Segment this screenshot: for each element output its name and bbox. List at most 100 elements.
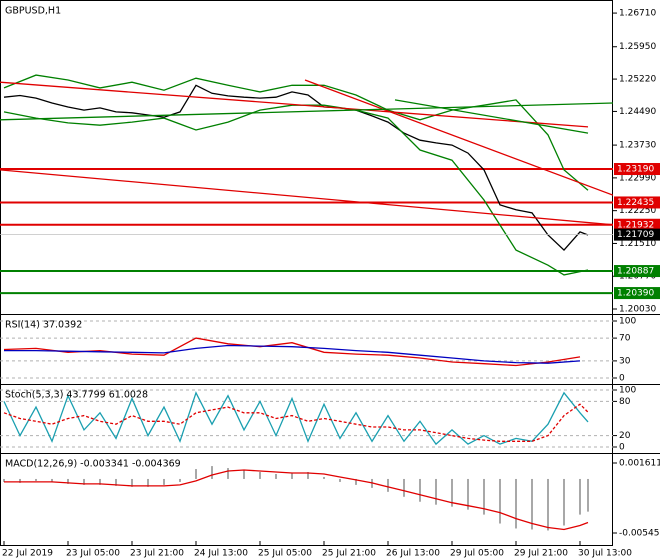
x-tick-label: 25 Jul 05:00 [258, 549, 312, 559]
level-box [614, 287, 660, 300]
y-tick-label: 1.24490 [619, 107, 656, 117]
series-line [3, 403, 589, 442]
histogram-bar [435, 478, 437, 505]
x-tick-label: 25 Jul 21:00 [322, 549, 376, 559]
x-tick-label: 26 Jul 13:00 [386, 549, 440, 559]
histogram-bar [355, 478, 357, 485]
histogram-bar [275, 474, 277, 479]
x-tick-label: 29 Jul 05:00 [450, 549, 504, 559]
plot-area [3, 466, 589, 531]
level-label: 1.20390 [617, 289, 654, 299]
histogram-bar [499, 478, 501, 524]
panel-title: Stoch(5,3,3) 43.7799 61.0028 [5, 390, 148, 401]
histogram-bar [307, 472, 309, 479]
y-tick-label: 1.23730 [619, 141, 656, 151]
current-price-label: 1.21709 [617, 230, 654, 240]
series-line [3, 104, 589, 276]
histogram-bar [339, 478, 341, 482]
histogram-bar [19, 478, 21, 483]
series-line [4, 344, 581, 364]
histogram-bar [3, 478, 5, 482]
x-tick-label: 30 Jul 13:00 [578, 549, 632, 559]
x-tick-label: 22 Jul 2019 [2, 549, 53, 559]
y-tick-label: 1.22990 [619, 173, 656, 183]
histogram-bar [291, 473, 293, 479]
histogram-bar [163, 478, 165, 485]
series-line [0, 169, 613, 226]
y-tick-label: 20 [619, 431, 631, 441]
plot-area [0, 389, 613, 448]
histogram-bar [419, 478, 421, 502]
y-tick-label: -0.005457 [619, 528, 660, 538]
level-label: 1.22435 [617, 198, 654, 208]
frame [0, 0, 613, 546]
y-tick-label: 1.26710 [619, 9, 656, 19]
x-tick-label: 23 Jul 21:00 [130, 549, 184, 559]
y-tick-label: 0.001611 [619, 459, 660, 469]
histogram-bar [195, 469, 197, 479]
histogram-bar [51, 478, 53, 482]
panel-title: GBPUSD,H1 [5, 6, 61, 17]
histogram-bar [579, 478, 581, 515]
series-line [304, 79, 613, 196]
y-tick-label: 1.22250 [619, 206, 656, 216]
level-label: 1.20887 [617, 267, 654, 277]
histogram-bar [403, 478, 405, 497]
histogram-bar [323, 476, 325, 479]
y-tick-label: 80 [619, 397, 631, 407]
series-line [3, 337, 581, 367]
histogram-bar [131, 478, 133, 487]
y-tick-label: 100 [619, 317, 636, 327]
histogram-bar [467, 478, 469, 510]
y-tick-label: 0 [619, 373, 625, 383]
histogram-bar [67, 478, 69, 484]
plot-area [0, 320, 613, 379]
series-line [3, 391, 589, 446]
series-line [3, 84, 589, 252]
histogram-bar [387, 478, 389, 492]
histogram-bar [211, 466, 213, 479]
histogram-bar [515, 478, 517, 529]
histogram-bar [147, 478, 149, 487]
plot-area [0, 74, 613, 295]
x-tick-label: 23 Jul 05:00 [66, 549, 120, 559]
histogram-bar [587, 478, 589, 512]
x-tick-label: 24 Jul 13:00 [194, 549, 248, 559]
histogram-bar [115, 478, 117, 486]
histogram-bar [531, 478, 533, 530]
histogram-bar [259, 472, 261, 479]
level-label: 1.23190 [617, 165, 654, 175]
y-tick-label: 100 [619, 385, 636, 395]
histogram-bar [483, 478, 485, 515]
series-line [0, 81, 589, 128]
series-line [0, 102, 613, 121]
histogram-bar [547, 478, 549, 531]
series-line [4, 469, 589, 531]
panel-title: MACD(12,26,9) -0.003341 -0.004369 [5, 459, 181, 470]
level-box [614, 196, 660, 209]
series-line [394, 99, 589, 134]
series-line [3, 74, 589, 191]
y-tick-label: 70 [619, 334, 631, 344]
histogram-bar [35, 478, 37, 481]
y-tick-label: 1.21510 [619, 239, 656, 249]
y-tick-label: 1.25220 [619, 75, 656, 85]
y-tick-label: 30 [619, 356, 631, 366]
level-box [614, 265, 660, 278]
histogram-bar [179, 478, 181, 482]
y-tick-label: 0 [619, 442, 625, 452]
histogram-bar [227, 468, 229, 479]
level-box [614, 218, 660, 231]
histogram-bar [563, 478, 565, 526]
current-price-box [614, 228, 660, 241]
level-label: 1.21932 [617, 220, 654, 230]
y-tick-label: 1.25950 [619, 42, 656, 52]
y-tick-label: 1.20030 [619, 305, 656, 315]
histogram-bar [243, 470, 245, 479]
histogram-bar [83, 478, 85, 485]
histogram-bar [99, 478, 101, 485]
x-tick-label: 29 Jul 21:00 [514, 549, 568, 559]
panel-title: RSI(14) 37.0392 [5, 320, 82, 331]
histogram-bar [451, 478, 453, 507]
